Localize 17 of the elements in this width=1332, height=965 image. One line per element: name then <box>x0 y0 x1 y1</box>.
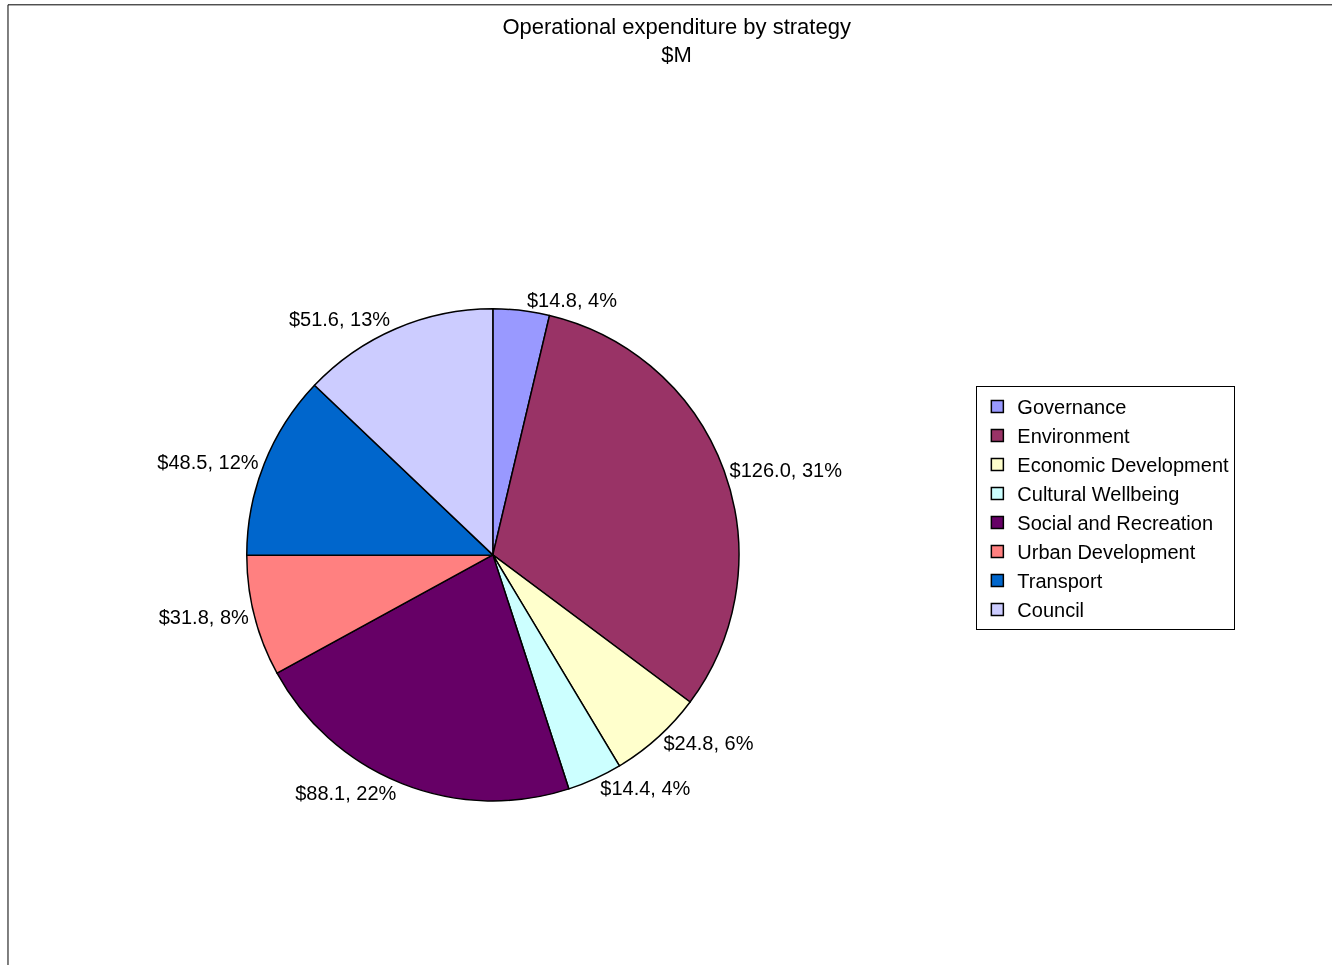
data-label: $51.6, 13% <box>288 308 391 331</box>
data-label: $88.1, 22% <box>295 782 397 805</box>
data-label: $24.8, 6% <box>663 732 754 755</box>
data-label: $48.5, 12% <box>157 451 259 474</box>
data-label: $14.8, 4% <box>526 288 618 311</box>
data-label: $126.0, 31% <box>729 458 843 481</box>
legend-label: Environment <box>1017 425 1131 448</box>
data-label: $14.4, 4% <box>600 776 691 799</box>
legend-label: Economic Development <box>1017 454 1230 477</box>
legend-label: Social and Recreation <box>1017 512 1214 535</box>
chart-title: Operational expenditure by strategy $M <box>502 13 851 68</box>
data-label: $31.8, 8% <box>158 605 249 628</box>
legend-label: Transport <box>1017 570 1103 593</box>
legend-label: Governance <box>1017 396 1127 419</box>
legend-label: Cultural Wellbeing <box>1017 483 1180 506</box>
legend-label: Urban Development <box>1017 541 1196 564</box>
legend-label: Council <box>1017 599 1085 622</box>
